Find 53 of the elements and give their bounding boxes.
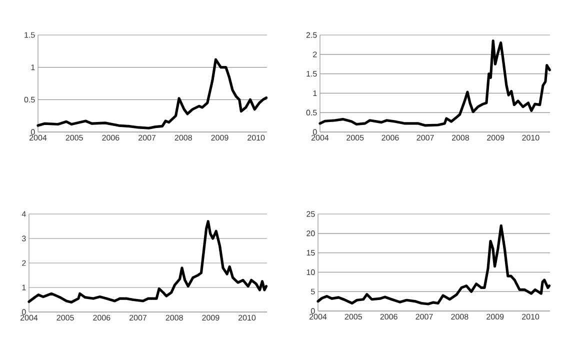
x-tick-label: 2010 — [522, 314, 540, 320]
x-tick-label: 2008 — [166, 314, 183, 321]
y-tick-label: 1.5 — [306, 71, 317, 77]
x-tick-label: 2009 — [487, 134, 504, 141]
y-tick-label: 5 — [311, 288, 315, 294]
line-series — [316, 224, 551, 306]
x-tick-label: 2005 — [344, 314, 362, 320]
y-tick-label: 1 — [31, 64, 35, 70]
x-tick-label: 2005 — [346, 134, 364, 141]
x-tick-label: 2006 — [382, 134, 399, 141]
x-tick-label: 2006 — [102, 134, 120, 141]
y-tick-label: 3 — [22, 236, 26, 242]
x-tick-label: 2008 — [451, 314, 468, 320]
y-tick-label: 2 — [22, 260, 26, 266]
x-tick-label: 2008 — [174, 134, 192, 141]
y-tick-label: 10 — [306, 269, 315, 276]
x-tick-label: 2004 — [312, 134, 329, 141]
x-tick-label: 2010 — [248, 134, 265, 141]
x-tick-label: 2010 — [238, 314, 256, 321]
x-tick-label: 2009 — [202, 314, 220, 321]
x-tick-label: 2005 — [56, 314, 74, 321]
x-tick-label: 2006 — [380, 314, 398, 320]
y-tick-label: 0 — [313, 129, 317, 135]
x-tick-label: 2007 — [416, 134, 434, 141]
y-tick-label: 1 — [313, 90, 317, 96]
y-tick-label: 2.5 — [306, 32, 317, 38]
line-series — [36, 58, 268, 130]
y-tick-label: 2 — [313, 52, 317, 58]
y-tick-label: 0.5 — [306, 110, 317, 116]
y-tick-label: 0 — [311, 308, 315, 314]
x-tick-label: 2009 — [486, 314, 504, 320]
y-tick-label: 1 — [22, 284, 26, 290]
y-tick-label: 15 — [306, 250, 315, 256]
y-tick-label: 0 — [22, 309, 26, 315]
y-tick-label: 1.5 — [24, 32, 35, 38]
x-tick-label: 2004 — [30, 134, 47, 141]
y-tick-label: 20 — [306, 230, 315, 236]
x-tick-label: 2008 — [452, 134, 470, 141]
line-series — [318, 40, 551, 127]
y-tick-label: 25 — [306, 211, 315, 217]
y-tick-label: 0.5 — [24, 96, 35, 102]
x-tick-label: 2005 — [66, 134, 83, 141]
x-tick-label: 2006 — [93, 314, 110, 321]
x-tick-label: 2007 — [130, 314, 146, 321]
x-tick-label: 2007 — [416, 314, 433, 320]
x-tick-label: 2007 — [138, 134, 156, 141]
x-tick-label: 2004 — [20, 314, 38, 321]
y-tick-label: 4 — [22, 211, 26, 217]
line-series — [28, 220, 268, 304]
x-tick-label: 2009 — [211, 134, 228, 141]
x-tick-label: 2004 — [310, 314, 327, 320]
y-tick-label: 0 — [30, 129, 35, 135]
x-tick-label: 2010 — [522, 134, 540, 141]
